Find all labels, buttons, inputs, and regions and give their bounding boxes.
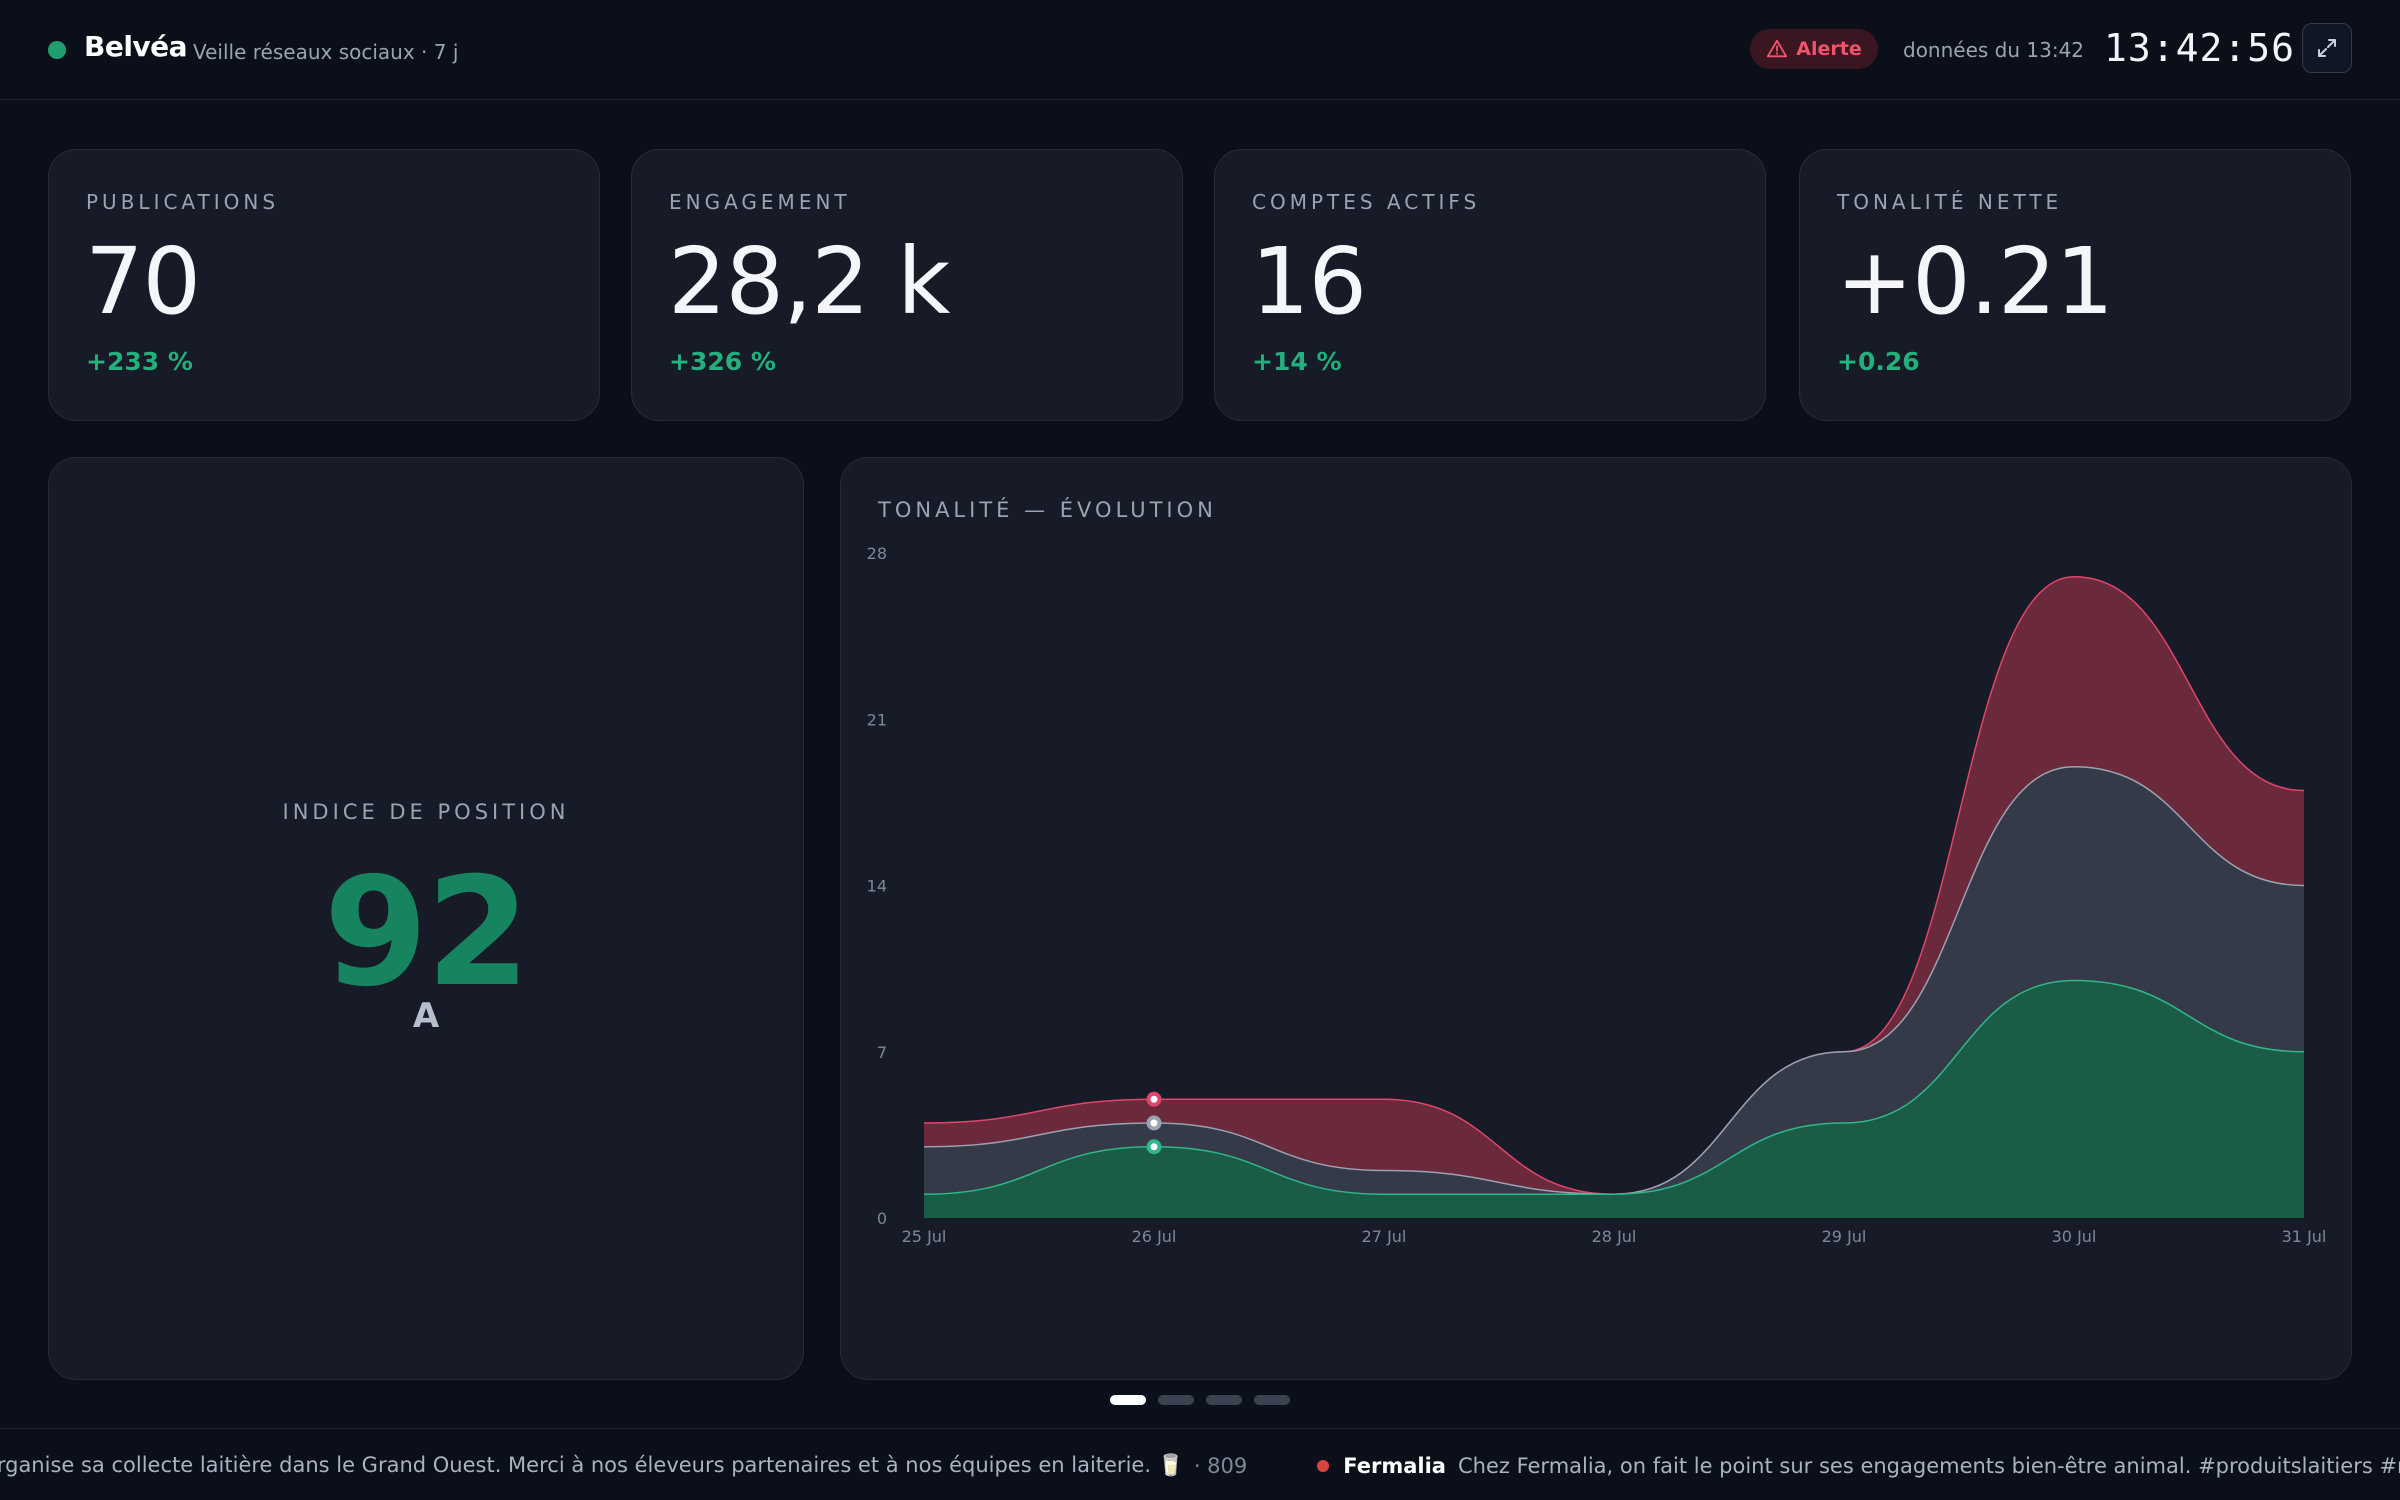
ticker-post[interactable]: Fermalia Chez Fermalia, on fait le point… (1317, 1454, 2400, 1478)
position-index-value: 92 (323, 846, 531, 1020)
tone-area-chart: 0 7 14 21 28 25 Jul 26 Jul 27 Jul 28 Jul 29 Jul 30… (867, 544, 2327, 1246)
kpi-delta: +14 % (1252, 347, 1342, 376)
pager-dot-2[interactable] (1158, 1395, 1194, 1405)
hover-marker (1146, 1115, 1162, 1131)
live-clock: 13:42:56 (2104, 26, 2296, 70)
kpi-label: PUBLICATIONS (86, 190, 280, 214)
expand-icon (2318, 39, 2336, 57)
y-tick-label: 28 (867, 544, 887, 563)
pager-dot-3[interactable] (1206, 1395, 1242, 1405)
kpi-label: ENGAGEMENT (669, 190, 851, 214)
x-tick-label: 25 Jul (902, 1227, 947, 1246)
ticker-track: organise sa collecte laitière dans le Gr… (0, 1453, 2400, 1478)
series-line-1 (923, 765, 2305, 1196)
hover-marker (1146, 1139, 1162, 1155)
kpi-delta: +0.26 (1837, 347, 1920, 376)
kpi-value: 70 (85, 228, 201, 335)
x-tick-label: 30 Jul (2052, 1227, 2097, 1246)
kpi-card-publications: PUBLICATIONS 70 +233 % (48, 149, 600, 421)
warning-triangle-icon (1767, 39, 1788, 58)
y-tick-label: 0 (877, 1209, 887, 1228)
brand-name: Belvéa (84, 30, 188, 63)
author-dot (1317, 1459, 1330, 1472)
x-tick-label: 28 Jul (1592, 1227, 1637, 1246)
y-tick-label: 21 (867, 710, 887, 729)
x-tick-label: 27 Jul (1362, 1227, 1407, 1246)
kpi-card-engagement: ENGAGEMENT 28,2 k +326 % (631, 149, 1183, 421)
ticker-post[interactable]: organise sa collecte laitière dans le Gr… (0, 1453, 1247, 1478)
kpi-value: 28,2 k (668, 228, 950, 335)
dashboard-subtitle: Veille réseaux sociaux · 7 j (193, 40, 459, 64)
ticker-post-author: Fermalia (1343, 1453, 1446, 1478)
ticker-post-text: Chez Fermalia, on fait le point sur ses … (1457, 1453, 2400, 1478)
kpi-label: COMPTES ACTIFS (1252, 190, 1481, 214)
x-tick-label: 31 Jul (2282, 1227, 2327, 1246)
kpi-card-net-tone: TONALITÉ NETTE +0.21 +0.26 (1799, 149, 2351, 421)
hover-marker (1146, 1091, 1162, 1107)
kpi-value: +0.21 (1836, 228, 2114, 335)
y-tick-label: 14 (867, 877, 887, 896)
kpi-label: TONALITÉ NETTE (1837, 190, 2063, 214)
series-area-0 (924, 980, 2304, 1218)
alert-label: Alerte (1796, 38, 1862, 60)
kpi-delta: +326 % (669, 347, 776, 376)
x-tick-label: 29 Jul (1822, 1227, 1867, 1246)
data-timestamp: données du 13:42 (1903, 38, 2085, 62)
x-tick-label: 26 Jul (1132, 1227, 1177, 1246)
kpi-delta: +233 % (86, 347, 193, 376)
alert-badge[interactable]: Alerte (1750, 29, 1878, 69)
pager-dot-1[interactable] (1110, 1395, 1146, 1405)
kpi-value: 16 (1251, 228, 1367, 335)
fullscreen-button[interactable] (2302, 23, 2352, 73)
y-tick-label: 7 (877, 1043, 887, 1062)
live-status-dot (48, 41, 66, 59)
ticker-post-text: organise sa collecte laitière dans le Gr… (0, 1453, 1184, 1477)
pager-dot-4[interactable] (1254, 1395, 1290, 1405)
position-index-card: INDICE DE POSITION 92 A (48, 457, 804, 1380)
kpi-card-active-accounts: COMPTES ACTIFS 16 +14 % (1214, 149, 1766, 421)
position-index-grade: A (412, 996, 440, 1036)
ticker-post-count: · 809 (1193, 1453, 1248, 1478)
position-index-label: INDICE DE POSITION (282, 800, 570, 824)
social-post-ticker: organise sa collecte laitière dans le Gr… (0, 1428, 2400, 1500)
chart-title: TONALITÉ — ÉVOLUTION (878, 498, 1217, 522)
top-bar: Belvéa Veille réseaux sociaux · 7 j Aler… (0, 0, 2400, 100)
tone-evolution-card: TONALITÉ — ÉVOLUTION 0 7 14 21 28 25 Jul 26 Ju… (840, 457, 2352, 1380)
